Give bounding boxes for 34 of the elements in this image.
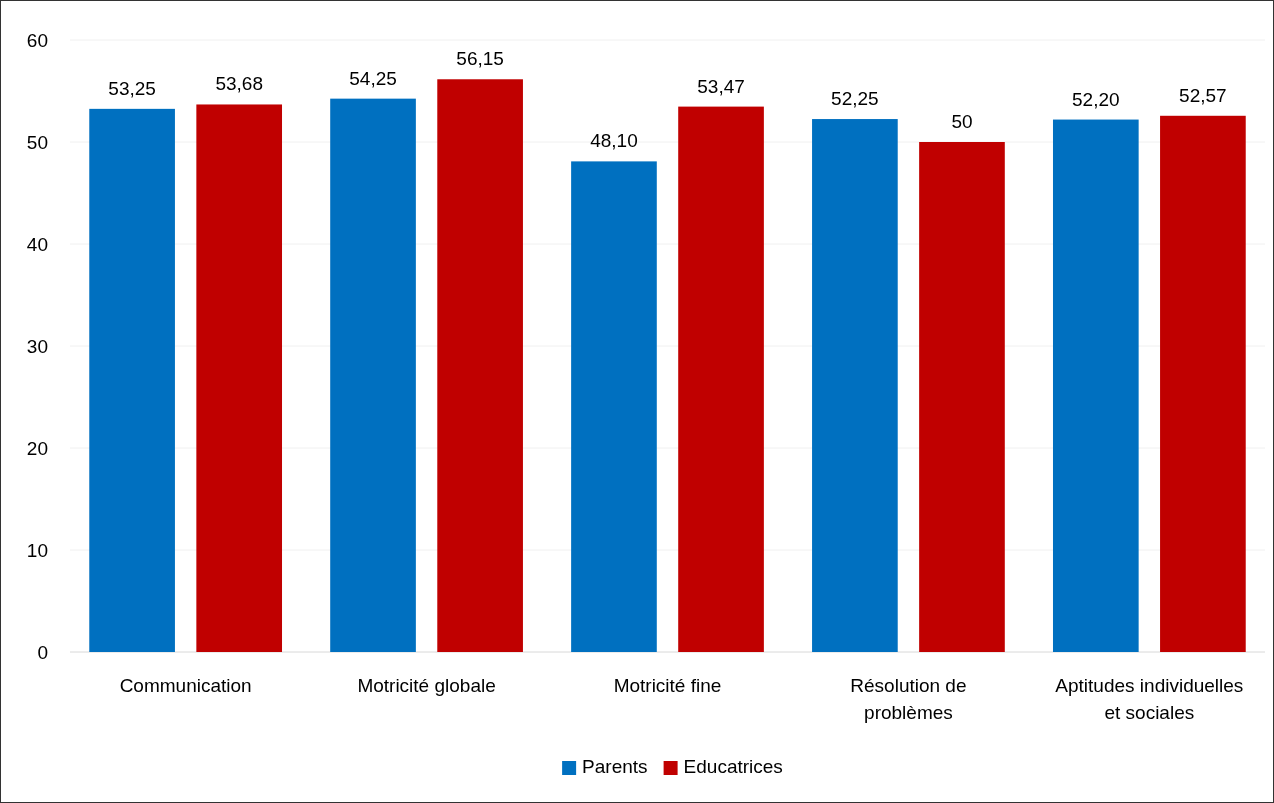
- bar: [330, 98, 416, 652]
- y-tick-label: 40: [26, 233, 48, 255]
- x-tick-label: Aptitudes individuelles et sociales: [1055, 675, 1244, 723]
- bar: [196, 104, 283, 652]
- data-label: 52,20: [1072, 88, 1120, 110]
- y-tick-label: 10: [26, 539, 48, 561]
- y-tick-label: 0: [37, 641, 48, 663]
- bar: [1160, 115, 1246, 652]
- data-label: 48,10: [590, 130, 638, 152]
- y-tick-label: 50: [26, 131, 48, 153]
- x-tick-label: Communication: [119, 675, 252, 696]
- y-tick-label: 60: [26, 29, 48, 51]
- legend-label: Educatrices: [683, 756, 783, 777]
- data-label: 56,15: [456, 48, 504, 70]
- y-tick-label: 30: [26, 335, 48, 357]
- data-label: 52,57: [1179, 84, 1227, 106]
- x-tick-label: Résolution de problèmes: [850, 675, 967, 723]
- data-label: 50: [951, 111, 973, 132]
- legend-label: Parents: [582, 756, 648, 777]
- x-tick-label: Motricité globale: [357, 675, 496, 696]
- data-label: 53,68: [215, 73, 263, 95]
- bar: [1052, 119, 1139, 652]
- data-label: 54,25: [349, 67, 397, 89]
- bar: [919, 142, 1005, 652]
- bar: [678, 106, 764, 652]
- y-tick-label: 20: [26, 437, 48, 459]
- bar: [437, 79, 523, 652]
- data-label: 53,25: [108, 77, 156, 99]
- bar: [89, 108, 175, 652]
- data-label: 53,47: [697, 75, 745, 97]
- x-tick-label: Motricité fine: [613, 675, 722, 696]
- data-label: 52,25: [831, 88, 879, 110]
- bar: [812, 119, 898, 652]
- bar: [571, 161, 657, 652]
